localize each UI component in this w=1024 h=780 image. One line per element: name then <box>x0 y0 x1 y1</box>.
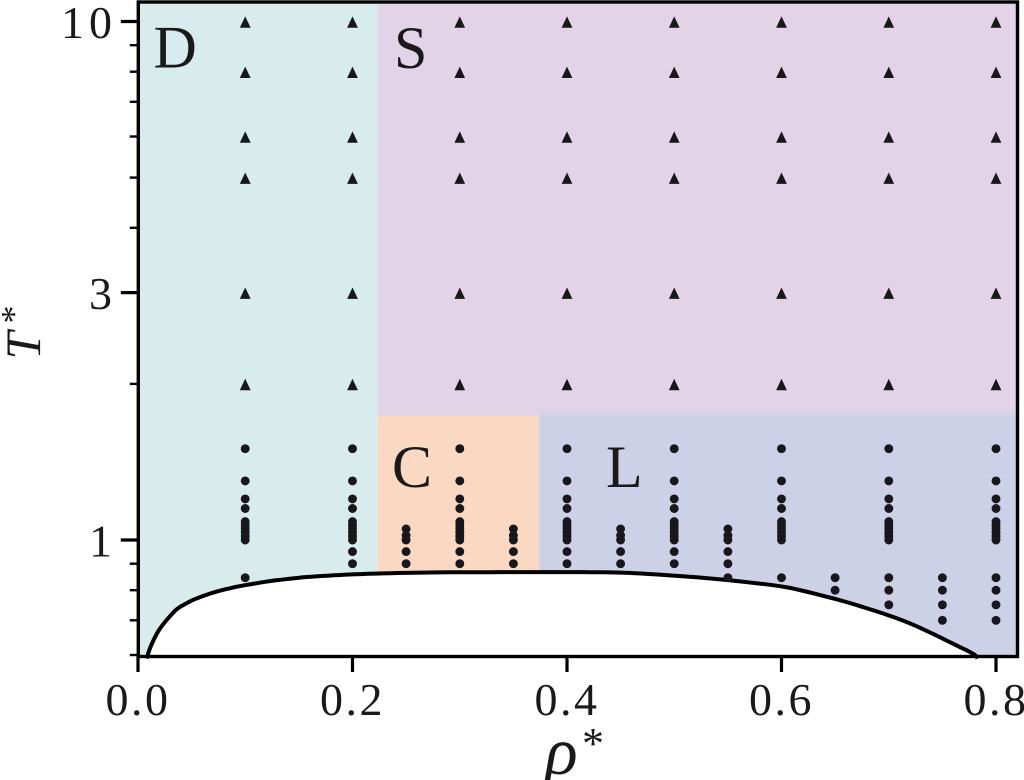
svg-text:D: D <box>154 15 197 81</box>
svg-text:0.8: 0.8 <box>964 674 1024 725</box>
svg-text:10: 10 <box>61 0 117 48</box>
svg-text:ρ: ρ <box>543 713 578 780</box>
svg-text:C: C <box>392 434 432 500</box>
svg-text:S: S <box>394 15 427 81</box>
svg-text:L: L <box>606 434 643 500</box>
svg-text:*: * <box>0 306 34 324</box>
svg-text:1: 1 <box>89 516 112 567</box>
svg-text:T: T <box>0 329 51 360</box>
svg-text:0.0: 0.0 <box>106 674 171 725</box>
svg-text:*: * <box>582 719 604 768</box>
svg-text:3: 3 <box>89 268 112 319</box>
svg-text:0.2: 0.2 <box>320 674 385 725</box>
svg-text:0.6: 0.6 <box>749 674 814 725</box>
svg-text:0.4: 0.4 <box>535 674 600 725</box>
